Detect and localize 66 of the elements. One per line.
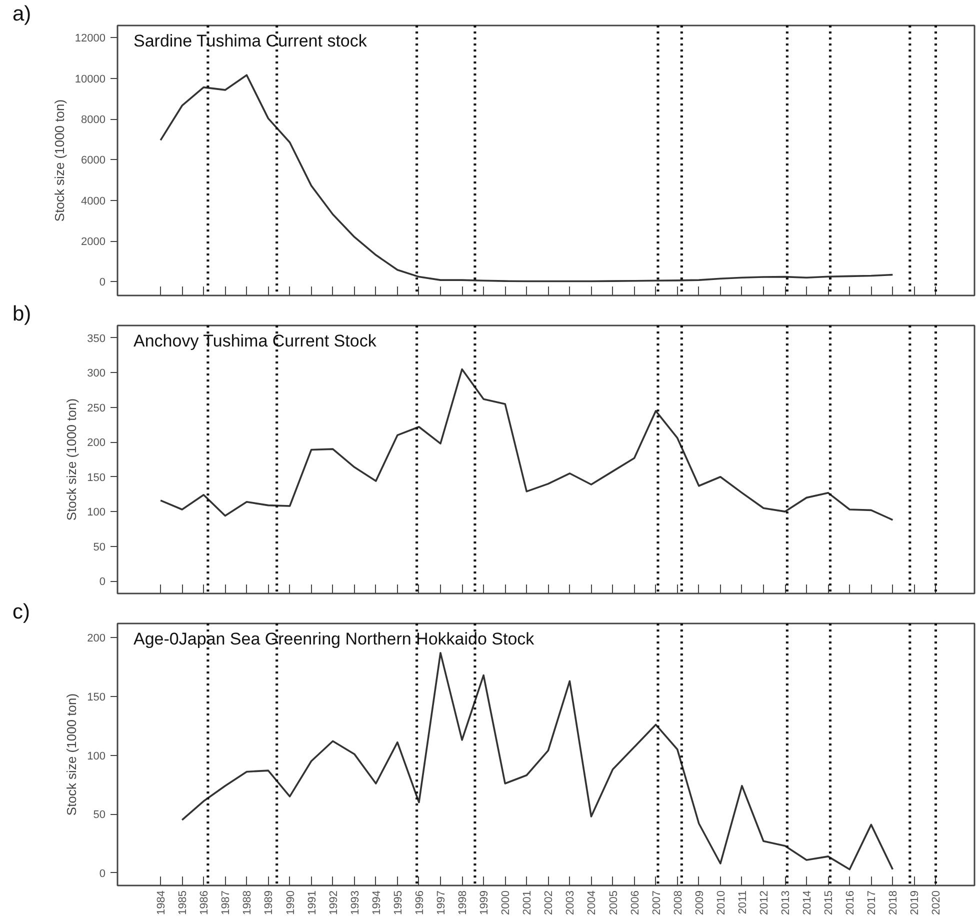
y-axis-title: Stock size (1000 ton) (52, 99, 67, 222)
x-tick-label: 2008 (672, 890, 684, 915)
x-tick-label: 2011 (736, 890, 749, 914)
x-tick-label: 2007 (650, 890, 663, 915)
y-axis-title: Stock size (1000 ton) (64, 693, 80, 816)
x-tick-label: 2006 (629, 890, 642, 915)
y-tick-label: 150 (87, 472, 106, 484)
y-tick-label: 250 (87, 402, 106, 414)
x-tick-label: 2004 (586, 890, 598, 915)
x-tick-label: 2017 (866, 890, 878, 915)
y-tick-label: 4000 (81, 195, 106, 208)
x-tick-label: 1989 (263, 890, 276, 915)
y-tick-label: 8000 (81, 114, 106, 126)
y-tick-label: 12000 (74, 32, 106, 45)
x-tick-label: 2014 (802, 890, 814, 915)
x-tick-label: 2000 (500, 890, 512, 915)
x-tick-label: 2013 (780, 890, 792, 915)
y-tick-label: 6000 (81, 154, 106, 167)
chart-title: Anchovy Tushima Current Stock (134, 332, 377, 350)
x-tick-label: 1984 (156, 890, 168, 915)
y-tick-label: 0 (99, 576, 106, 588)
y-tick-label: 200 (87, 632, 106, 645)
y-tick-label: 350 (87, 332, 106, 345)
x-tick-label: 1997 (435, 890, 448, 915)
x-tick-label: 1999 (478, 890, 491, 915)
y-tick-label: 0 (99, 868, 106, 880)
x-tick-label: 1994 (370, 890, 383, 915)
y-tick-label: 200 (87, 437, 106, 450)
y-tick-label: 0 (99, 276, 106, 289)
x-tick-label: 1996 (414, 890, 426, 915)
text: c) (12, 600, 30, 624)
chart-title: Sardine Tushima Current stock (134, 32, 368, 50)
x-tick-label: 2005 (608, 890, 620, 915)
x-tick-label: 1986 (198, 890, 211, 915)
y-axis-title: Stock size (1000 ton) (64, 398, 80, 521)
x-tick-label: 2015 (823, 890, 836, 915)
x-tick-label: 2018 (888, 890, 900, 915)
x-tick-label: 1995 (392, 890, 404, 915)
y-tick-label: 100 (87, 506, 106, 519)
y-tick-label: 2000 (81, 236, 106, 248)
x-tick-label: 2020 (930, 890, 943, 915)
y-tick-label: 10000 (74, 73, 106, 86)
x-tick-label: 1998 (457, 890, 470, 915)
text: a) (12, 2, 32, 26)
y-tick-label: 150 (87, 691, 106, 704)
y-tick-label: 50 (93, 541, 106, 554)
x-tick-label: 1991 (306, 890, 318, 915)
x-tick-label: 2001 (522, 890, 534, 915)
x-tick-label: 1990 (284, 890, 297, 915)
x-tick-label: 1985 (177, 890, 190, 915)
x-tick-label: 1993 (349, 890, 362, 915)
x-tick-label: 1987 (220, 890, 232, 915)
x-tick-label: 2019 (909, 890, 922, 915)
y-tick-label: 300 (87, 368, 106, 380)
x-tick-label: 2003 (564, 890, 577, 915)
x-tick-label: 2002 (543, 890, 556, 915)
x-tick-label: 2010 (715, 890, 728, 915)
y-tick-label: 100 (87, 750, 106, 762)
x-tick-label: 2016 (844, 890, 857, 915)
x-tick-label: 1992 (328, 890, 340, 915)
x-tick-label: 1988 (242, 890, 254, 915)
text: b) (12, 302, 32, 326)
y-tick-label: 50 (93, 809, 106, 822)
chart-title: Age-0Japan Sea Greenring Northern Hokkaido Stock (134, 630, 535, 648)
x-tick-label: 2012 (758, 890, 770, 915)
x-tick-label: 2009 (694, 890, 706, 915)
